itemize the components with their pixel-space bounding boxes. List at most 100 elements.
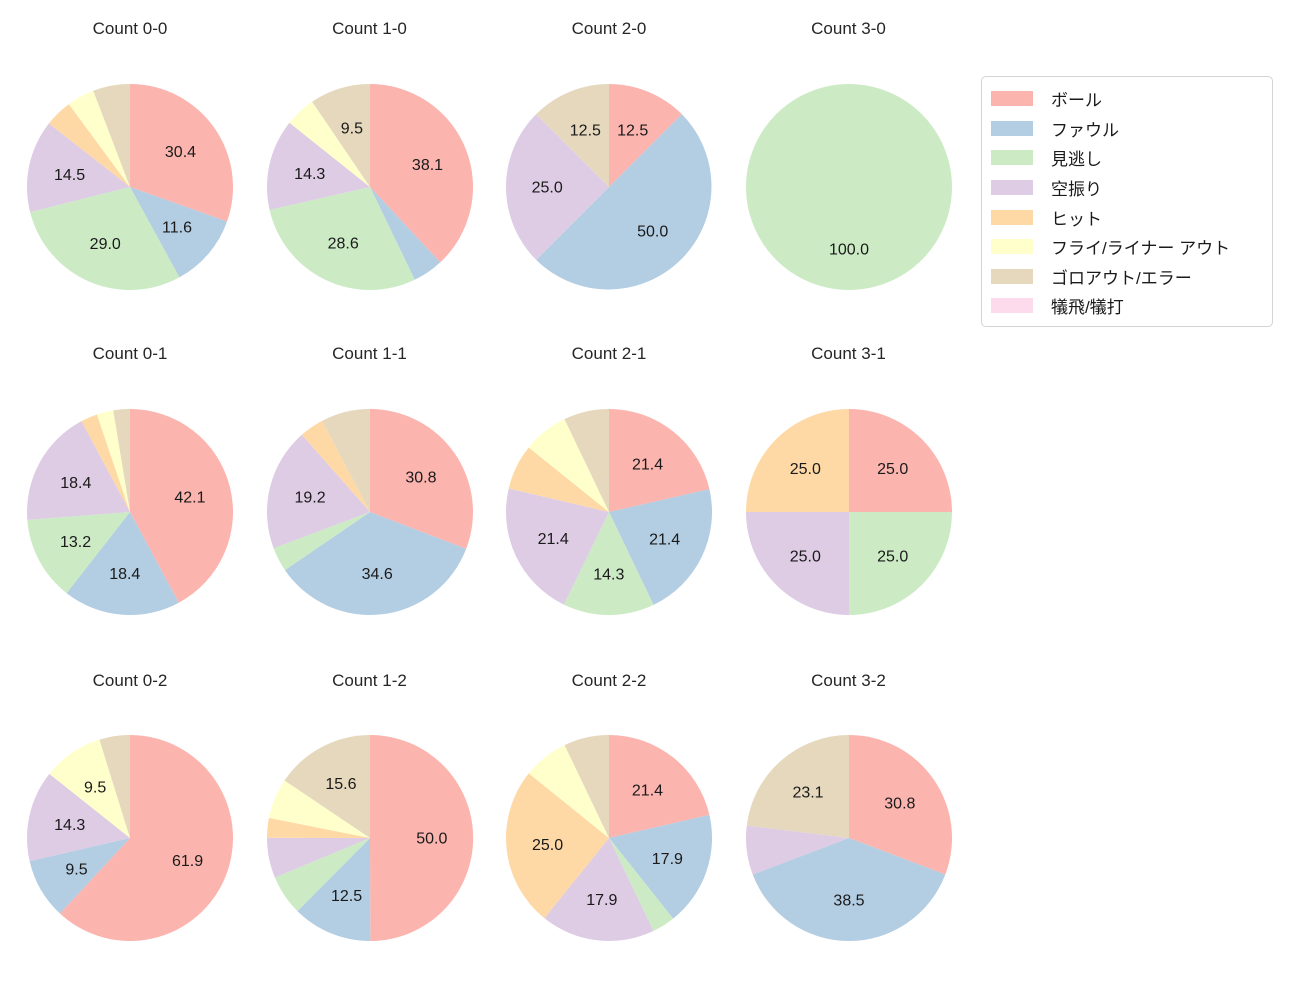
legend-item-sac-fly-bunt: 犠飛/犠打 xyxy=(982,291,1272,321)
legend-label: ファウル xyxy=(1051,120,1119,140)
pie-slice-called-strike xyxy=(609,838,674,931)
pie-slice-hit xyxy=(745,409,849,512)
pie-count-3-0: 100.0 xyxy=(745,83,952,290)
pie-slice-percentage: 17.9 xyxy=(652,851,683,868)
pie-slice-percentage: 30.8 xyxy=(884,795,915,812)
pie-slice-percentage: 42.1 xyxy=(174,490,205,507)
chart-title: Count 3-1 xyxy=(811,344,886,363)
pie-slice-percentage: 14.3 xyxy=(294,165,325,182)
pie-slice-called-strike xyxy=(745,83,952,290)
legend-swatch-foul xyxy=(991,120,1033,136)
chart-title: Count 3-2 xyxy=(811,671,886,690)
chart-title: Count 0-1 xyxy=(92,344,168,363)
pie-count-3-2: 30.8 38.5 23.1 xyxy=(745,735,952,942)
legend-item-foul: ファウル xyxy=(982,114,1272,144)
pie-count-3-1: 25.0 25.0 25.0 25.0 xyxy=(745,409,952,615)
pie-slice-fly-liner-out xyxy=(528,745,609,838)
pie-slice-percentage: 34.6 xyxy=(361,566,392,583)
chart-title: Count 0-2 xyxy=(92,671,168,690)
legend-swatch-groundout-error xyxy=(991,268,1033,284)
chart-title: Count 1-1 xyxy=(332,344,407,363)
pie-slice-ball xyxy=(130,409,233,603)
pie-slice-called-strike xyxy=(273,512,370,571)
pie-slice-hit xyxy=(81,414,130,512)
pie-slice-called-strike xyxy=(269,186,415,290)
pie-slice-percentage: 18.4 xyxy=(60,475,91,492)
pie-slice-groundout-error xyxy=(564,735,609,838)
pie-slice-foul xyxy=(284,512,466,615)
pie-count-2-1: 21.4 21.4 14.3 21.4 xyxy=(506,409,713,616)
pie-slice-ball xyxy=(130,83,233,221)
pie-slice-foul xyxy=(66,512,179,616)
pie-slice-ball xyxy=(369,734,473,941)
pie-slice-fly-liner-out xyxy=(68,90,130,187)
pie-slice-foul xyxy=(536,113,712,289)
pie-slice-called-strike xyxy=(563,512,654,616)
chart-title: Count 0-0 xyxy=(92,19,168,38)
chart-title: Count 2-2 xyxy=(571,671,647,690)
pie-slice-percentage: 61.9 xyxy=(172,853,203,870)
pie-slice-percentage: 15.6 xyxy=(325,776,356,793)
pie-count-1-0: 38.1 28.6 14.3 9.5 xyxy=(266,83,473,290)
chart-title: Count 1-2 xyxy=(332,671,407,690)
pie-slice-swinging-strike xyxy=(506,113,609,260)
legend-swatch-ball xyxy=(991,91,1033,107)
pie-slice-swinging-strike xyxy=(266,434,370,549)
pie-slice-ball xyxy=(369,409,473,549)
pie-slice-ball xyxy=(59,735,233,941)
pie-slice-percentage: 11.6 xyxy=(162,219,192,236)
pie-slice-percentage: 25.0 xyxy=(789,548,820,565)
pie-slice-percentage: 14.3 xyxy=(54,817,85,834)
pie-slice-foul xyxy=(609,814,713,919)
legend-item-called-strike: 見逃し xyxy=(982,143,1272,173)
pie-slice-percentage: 29.0 xyxy=(90,236,121,253)
pie-slice-percentage: 21.4 xyxy=(649,531,680,548)
pie-slice-percentage: 25.0 xyxy=(532,179,563,196)
pie-slice-percentage: 30.4 xyxy=(165,143,196,160)
legend-label: ゴロアウト/エラー xyxy=(1051,268,1192,288)
pie-slice-called-strike xyxy=(30,186,180,290)
pie-slice-groundout-error xyxy=(284,735,370,838)
legend-swatch-sac-fly-bunt xyxy=(991,298,1033,314)
pie-slice-percentage: 100.0 xyxy=(828,241,868,258)
pie-slice-percentage: 12.5 xyxy=(570,122,601,139)
pie-slice-ball xyxy=(609,735,710,838)
pie-slice-percentage: 21.4 xyxy=(632,456,663,473)
pie-slice-percentage: 28.6 xyxy=(327,235,358,252)
pie-slice-fly-liner-out xyxy=(528,419,609,512)
pie-slice-percentage: 12.5 xyxy=(330,888,361,905)
chart-title: Count 2-1 xyxy=(571,344,647,363)
pie-slice-foul xyxy=(29,838,131,914)
chart-title: Count 1-0 xyxy=(332,19,407,38)
legend-swatch-called-strike xyxy=(991,150,1033,166)
pie-slice-percentage: 21.4 xyxy=(538,531,569,548)
pie-slice-swinging-strike xyxy=(266,837,370,878)
legend-swatch-fly-liner-out xyxy=(991,239,1033,255)
pie-slice-hit xyxy=(506,773,609,919)
pie-slice-percentage: 14.3 xyxy=(593,566,624,583)
pie-slice-percentage: 23.1 xyxy=(792,784,823,801)
pie-slice-percentage: 25.0 xyxy=(877,461,908,478)
legend-item-groundout-error: ゴロアウト/エラー xyxy=(982,262,1272,292)
legend-label: ヒット xyxy=(1051,209,1102,229)
pie-slice-swinging-strike xyxy=(26,773,130,862)
pie-slice-percentage: 9.5 xyxy=(340,120,362,137)
pie-slice-percentage: 38.5 xyxy=(833,892,864,909)
pie-slice-foul xyxy=(752,838,945,942)
pie-slice-percentage: 30.8 xyxy=(405,470,436,487)
pie-slice-called-strike xyxy=(274,838,370,912)
legend-item-hit: ヒット xyxy=(982,202,1272,232)
pie-slice-swinging-strike xyxy=(506,488,609,605)
pie-slice-percentage: 25.0 xyxy=(877,548,908,565)
pie-slice-ball xyxy=(369,83,473,262)
pie-slice-ball xyxy=(609,83,682,187)
pie-slice-percentage: 25.0 xyxy=(789,461,820,478)
pie-slice-hit xyxy=(48,103,131,187)
pie-slice-swinging-strike xyxy=(266,122,370,210)
pie-slice-percentage: 14.5 xyxy=(54,166,85,183)
pie-slice-ball xyxy=(848,735,952,875)
pie-slice-fly-liner-out xyxy=(49,739,130,838)
pie-slice-foul xyxy=(296,838,370,942)
legend-swatch-hit xyxy=(991,209,1033,225)
